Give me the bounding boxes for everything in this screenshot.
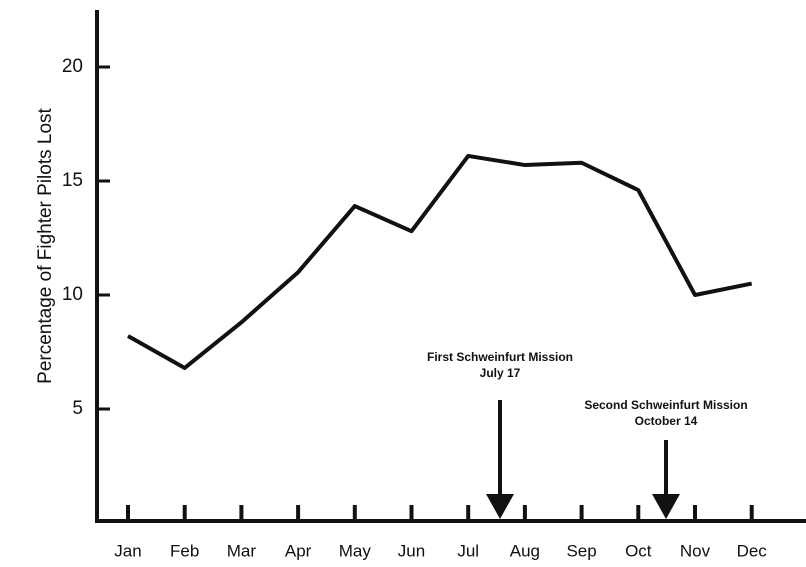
- x-tick-label: Sep: [566, 541, 596, 560]
- x-tick-label: Apr: [285, 541, 312, 560]
- annotation-arrow-head: [486, 494, 514, 519]
- x-tick-label: Nov: [680, 541, 711, 560]
- x-tick-label: Oct: [625, 541, 652, 560]
- x-tick-label: Dec: [737, 541, 768, 560]
- annotation-text: July 17: [480, 366, 521, 380]
- x-tick-label: Feb: [170, 541, 199, 560]
- data-line: [127, 153, 753, 370]
- x-tick-label: Mar: [227, 541, 257, 560]
- y-axis-label: Percentage of Fighter Pilots Lost: [35, 107, 56, 383]
- y-tick-label: 5: [72, 398, 83, 419]
- annotation-text: First Schweinfurt Mission: [427, 350, 573, 364]
- x-tick-label: Jan: [114, 541, 141, 560]
- x-tick-label: Jun: [398, 541, 425, 560]
- x-tick-label: Jul: [457, 541, 479, 560]
- y-tick-label: 20: [62, 56, 83, 77]
- annotation-text: October 14: [635, 414, 698, 428]
- annotation-text: Second Schweinfurt Mission: [584, 398, 747, 412]
- annotation-arrow-head: [652, 494, 680, 519]
- x-tick-label: Aug: [510, 541, 540, 560]
- y-tick-label: 15: [62, 170, 83, 191]
- y-tick-label: 10: [62, 284, 83, 305]
- x-tick-label: May: [339, 541, 372, 560]
